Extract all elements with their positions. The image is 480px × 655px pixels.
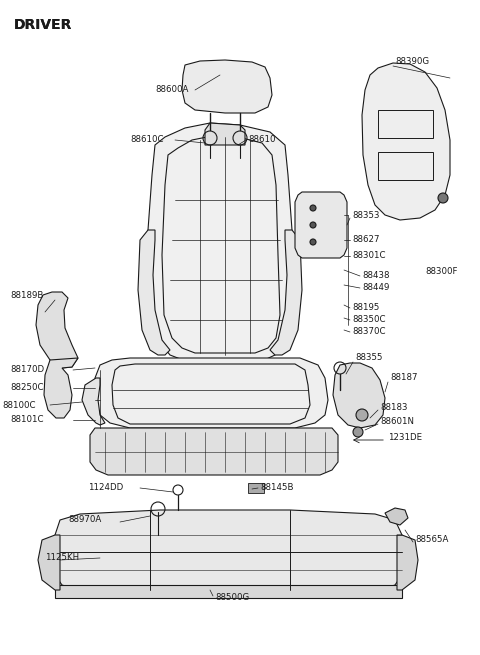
Circle shape	[310, 239, 316, 245]
Text: 88565A: 88565A	[415, 536, 448, 544]
Polygon shape	[82, 378, 105, 425]
Polygon shape	[362, 63, 450, 220]
Polygon shape	[182, 60, 272, 113]
Polygon shape	[270, 230, 302, 355]
Text: 88350C: 88350C	[352, 316, 385, 324]
Text: 88601N: 88601N	[380, 417, 414, 426]
Text: 88353: 88353	[352, 210, 380, 219]
Polygon shape	[205, 123, 245, 145]
Text: 1231DE: 1231DE	[388, 434, 422, 443]
Polygon shape	[36, 292, 78, 368]
Text: 88438: 88438	[362, 272, 389, 280]
Polygon shape	[148, 123, 292, 362]
Text: 88627: 88627	[352, 236, 380, 244]
Polygon shape	[138, 230, 170, 355]
Polygon shape	[90, 428, 338, 475]
Text: 88600A: 88600A	[155, 86, 188, 94]
Polygon shape	[44, 358, 78, 418]
Polygon shape	[55, 585, 402, 598]
Circle shape	[310, 222, 316, 228]
Polygon shape	[95, 358, 328, 428]
Polygon shape	[55, 510, 402, 590]
Polygon shape	[38, 535, 60, 590]
Text: 88370C: 88370C	[352, 328, 385, 337]
Bar	[248, 483, 264, 493]
Text: 88183: 88183	[380, 403, 408, 413]
Text: 88195: 88195	[352, 303, 379, 312]
Circle shape	[438, 193, 448, 203]
Text: 1124DD: 1124DD	[88, 483, 123, 493]
Bar	[378, 152, 433, 180]
Polygon shape	[333, 363, 385, 428]
Text: 88189B: 88189B	[10, 291, 43, 299]
Text: 88170D: 88170D	[10, 365, 44, 375]
Text: 88101C: 88101C	[10, 415, 44, 424]
Text: 1125KH: 1125KH	[45, 553, 79, 563]
Text: DRIVER: DRIVER	[14, 18, 72, 32]
Text: 88145B: 88145B	[260, 483, 293, 493]
Text: 88449: 88449	[362, 284, 389, 293]
Text: 88301C: 88301C	[352, 252, 385, 261]
Text: 88100C: 88100C	[2, 400, 36, 409]
Text: 88390G: 88390G	[395, 58, 429, 67]
Text: 88187: 88187	[390, 373, 418, 383]
Text: 88610: 88610	[248, 136, 276, 145]
Text: 88355: 88355	[355, 354, 383, 362]
Circle shape	[310, 205, 316, 211]
Polygon shape	[385, 508, 408, 525]
Text: 88500G: 88500G	[215, 593, 249, 603]
Text: 88300F: 88300F	[425, 267, 457, 276]
Polygon shape	[295, 192, 347, 258]
Text: DRIVER: DRIVER	[14, 18, 72, 32]
Circle shape	[353, 427, 363, 437]
Text: 88610C: 88610C	[130, 136, 164, 145]
Circle shape	[356, 409, 368, 421]
Text: 88250C: 88250C	[10, 383, 44, 392]
Text: 88970A: 88970A	[68, 515, 101, 525]
Polygon shape	[397, 535, 418, 590]
Bar	[378, 110, 433, 138]
